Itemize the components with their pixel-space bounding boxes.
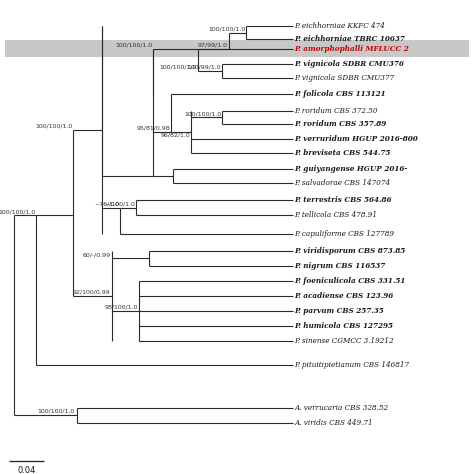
Text: P. eichhorniae KKFC 474: P. eichhorniae KKFC 474 <box>295 22 385 30</box>
Text: P. humicola CBS 127295: P. humicola CBS 127295 <box>295 322 393 330</box>
Text: P. roridum CBS 357.89: P. roridum CBS 357.89 <box>295 120 387 128</box>
Text: ~/100/1.0: ~/100/1.0 <box>104 201 135 207</box>
Text: P. viridisporum CBS 873.85: P. viridisporum CBS 873.85 <box>295 247 406 255</box>
Text: 100/100/1.0: 100/100/1.0 <box>35 124 73 128</box>
Text: 96/82/1.0: 96/82/1.0 <box>161 133 191 137</box>
Text: P. guiyangense HGUP 2016-: P. guiyangense HGUP 2016- <box>295 165 408 173</box>
Text: P. eichhorniae TBRC 10637: P. eichhorniae TBRC 10637 <box>295 35 405 43</box>
Text: P. folicola CBS 113121: P. folicola CBS 113121 <box>295 90 386 98</box>
Text: 100/100/1.0: 100/100/1.0 <box>37 409 75 414</box>
Text: P. foeniculicola CBS 331.51: P. foeniculicola CBS 331.51 <box>295 277 406 285</box>
Text: P. breviseta CBS 544.75: P. breviseta CBS 544.75 <box>295 149 391 157</box>
Text: P. capuliforme CBS 127789: P. capuliforme CBS 127789 <box>295 229 394 237</box>
Text: P. verruridum HGUP 2016-800: P. verruridum HGUP 2016-800 <box>295 135 419 143</box>
Text: 60/-/0.99: 60/-/0.99 <box>82 252 110 257</box>
Text: A. viridis CBS 449.71: A. viridis CBS 449.71 <box>295 419 373 427</box>
Text: P. tellicola CBS 478.91: P. tellicola CBS 478.91 <box>295 211 378 219</box>
Text: A. verrucaria CBS 328.52: A. verrucaria CBS 328.52 <box>295 404 389 412</box>
Text: 92/100/0.99: 92/100/0.99 <box>73 290 110 295</box>
Bar <box>5 40 469 57</box>
Text: P. salvadorae CBS 147074: P. salvadorae CBS 147074 <box>295 179 391 187</box>
Text: P. vignicola SDBR CMU376: P. vignicola SDBR CMU376 <box>295 60 404 68</box>
Text: ~76/1.0: ~76/1.0 <box>94 201 119 207</box>
Text: 97/99/1.0: 97/99/1.0 <box>198 42 228 47</box>
Text: 100/99/1.0: 100/99/1.0 <box>188 64 221 70</box>
Text: P. pituitipietianum CBS 146817: P. pituitipietianum CBS 146817 <box>295 361 410 369</box>
Text: 100/100/1.0: 100/100/1.0 <box>184 111 221 116</box>
Text: P. acadiense CBS 123.96: P. acadiense CBS 123.96 <box>295 292 394 300</box>
Text: 98/100/1.0: 98/100/1.0 <box>105 305 138 310</box>
Text: 95/81/0.98: 95/81/0.98 <box>137 126 170 131</box>
Text: 0.04: 0.04 <box>18 466 36 474</box>
Text: P. sinense CGMCC 3.19212: P. sinense CGMCC 3.19212 <box>295 337 394 345</box>
Text: 100/100/1.0: 100/100/1.0 <box>159 64 197 70</box>
Text: 100/100/1.0: 100/100/1.0 <box>115 42 153 47</box>
Text: P. roridum CBS 372.50: P. roridum CBS 372.50 <box>295 107 378 115</box>
Text: 100/100/1.0: 100/100/1.0 <box>208 27 246 31</box>
Text: P. parvum CBS 257.35: P. parvum CBS 257.35 <box>295 307 384 315</box>
Text: P. vignicola SDBR CMU377: P. vignicola SDBR CMU377 <box>295 74 395 82</box>
Text: P. amorphophalli MFLUCC 2: P. amorphophalli MFLUCC 2 <box>295 45 410 53</box>
Text: 100/100/1.0: 100/100/1.0 <box>0 209 36 214</box>
Text: P. nigrum CBS 116537: P. nigrum CBS 116537 <box>295 262 386 270</box>
Text: P. terrestris CBS 564.86: P. terrestris CBS 564.86 <box>295 196 392 204</box>
